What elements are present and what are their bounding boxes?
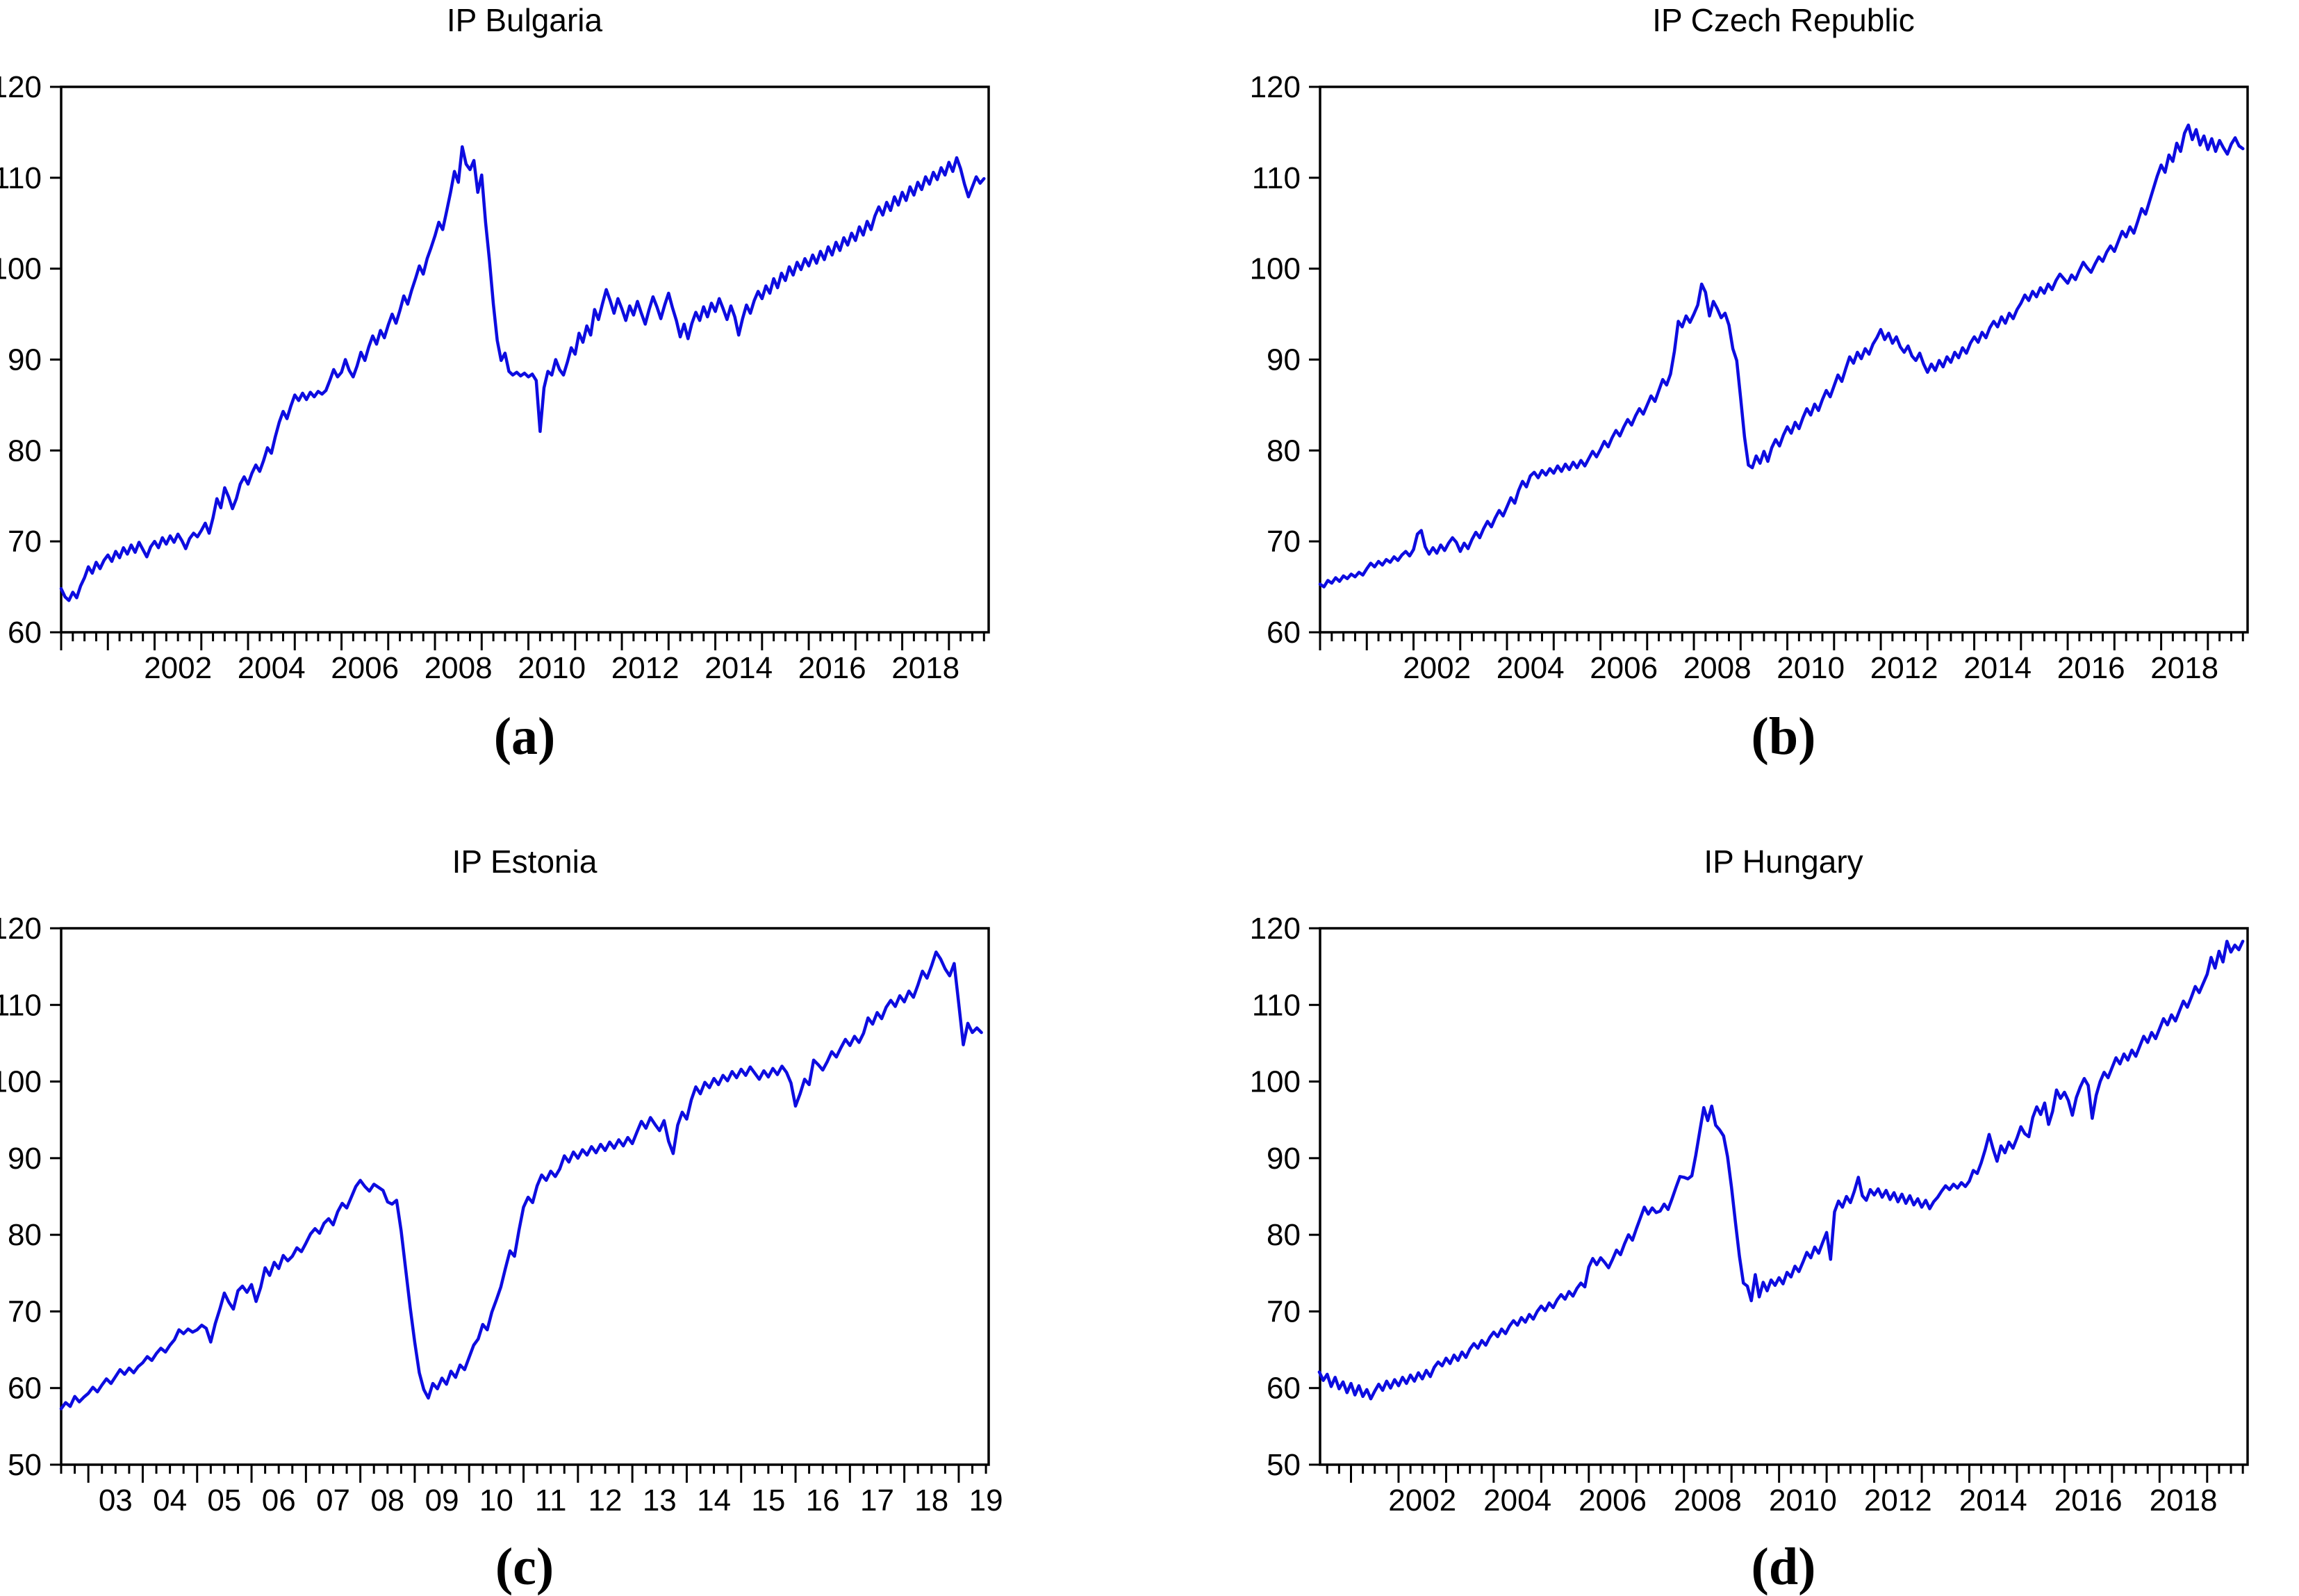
chart-panel-ip-czech-republic: IP Czech Republic 60 70 80 90 100 110 120 2002 2… (1250, 2, 2249, 766)
y-tick-label: 90 (1267, 343, 1301, 377)
y-tick-label: 90 (8, 343, 42, 377)
y-tick-label: 80 (1267, 434, 1301, 468)
series-line-czech-republic (1318, 123, 2245, 589)
x-tick-label: 08 (370, 1483, 404, 1517)
y-tick-label: 70 (8, 525, 42, 559)
x-tick-label: 18 (914, 1483, 948, 1517)
y-tick-label: 50 (1267, 1448, 1301, 1482)
x-tick-label: 11 (535, 1483, 567, 1517)
series-line-hungary (1317, 939, 2245, 1401)
y-tick-label: 80 (8, 434, 42, 468)
y-tick-label: 60 (8, 1372, 42, 1406)
y-tick-label: 60 (1267, 1372, 1301, 1406)
plot-area-estonia: 50 60 70 80 90 100 110 120 03 04 05 06 07 08 09 10 11 12 1… (0, 912, 1003, 1517)
x-tick-label: 2012 (611, 651, 679, 685)
chart-panel-ip-bulgaria: IP Bulgaria 60 70 80 90 100 110 120 2002 2004 200… (0, 2, 990, 766)
y-tick-label: 110 (1252, 988, 1301, 1022)
x-tick-label: 2016 (798, 651, 866, 685)
y-tick-label: 120 (0, 912, 42, 946)
y-tick-label: 60 (1267, 616, 1301, 650)
y-tick-label: 100 (0, 252, 42, 286)
x-tick-label: 2014 (704, 651, 773, 685)
x-tick-label: 14 (697, 1483, 731, 1517)
x-tick-label: 06 (262, 1483, 296, 1517)
plot-box (60, 927, 990, 1466)
y-tick-label: 90 (8, 1142, 42, 1176)
y-tick-label: 110 (0, 161, 42, 195)
chart-title-bulgaria: IP Bulgaria (447, 2, 603, 38)
x-tick-label: 2008 (1674, 1483, 1742, 1517)
x-tick-label: 2006 (331, 651, 399, 685)
y-tick-label: 100 (1250, 252, 1301, 286)
x-tick-label: 2014 (1963, 651, 2032, 685)
x-tick-label: 2002 (1388, 1483, 1456, 1517)
x-tick-label: 2008 (1683, 651, 1752, 685)
y-tick-label: 110 (0, 988, 42, 1022)
x-tick-label: 15 (751, 1483, 785, 1517)
y-tick-label: 90 (1267, 1142, 1301, 1176)
y-tick-label: 70 (1267, 525, 1301, 559)
x-tick-label: 13 (643, 1483, 677, 1517)
x-tick-label: 07 (316, 1483, 350, 1517)
x-tick-label: 2016 (2054, 1483, 2123, 1517)
x-tick-label: 2002 (1403, 651, 1471, 685)
x-tick-label: 2012 (1864, 1483, 1932, 1517)
series-line-estonia (59, 950, 983, 1410)
x-tick-label: 17 (860, 1483, 894, 1517)
series-line-bulgaria (59, 145, 986, 602)
chart-panel-ip-hungary: IP Hungary 50 60 70 80 90 100 110 120 2002 2004 20… (1250, 844, 2249, 1596)
x-tick-label: 09 (425, 1483, 459, 1517)
chart-title-czech: IP Czech Republic (1652, 2, 1915, 38)
x-tick-label: 2002 (144, 651, 212, 685)
plot-box (60, 85, 990, 634)
y-tick-label: 80 (1267, 1218, 1301, 1252)
y-tick-label: 70 (8, 1294, 42, 1328)
x-tick-label: 2018 (2150, 651, 2218, 685)
plot-area-hungary: 50 60 70 80 90 100 110 120 2002 2004 2006 2008 2010 2… (1250, 912, 2249, 1517)
x-tick-label: 2018 (2150, 1483, 2218, 1517)
panel-caption-b: (b) (1752, 707, 1816, 766)
x-tick-label: 05 (207, 1483, 241, 1517)
x-tick-label: 2004 (1483, 1483, 1551, 1517)
x-tick-label: 2010 (1777, 651, 1845, 685)
panel-caption-c: (c) (495, 1538, 554, 1596)
x-tick-label: 04 (153, 1483, 187, 1517)
y-tick-label: 50 (8, 1448, 42, 1482)
x-tick-label: 03 (99, 1483, 133, 1517)
x-tick-label: 19 (969, 1483, 1003, 1517)
y-tick-label: 100 (1250, 1065, 1301, 1099)
x-tick-label: 2018 (891, 651, 959, 685)
x-tick-label: 2006 (1579, 1483, 1647, 1517)
x-tick-label: 12 (588, 1483, 623, 1517)
x-tick-label: 2010 (1769, 1483, 1837, 1517)
plot-area-bulgaria: 60 70 80 90 100 110 120 2002 2004 2006 2008 2010 201… (0, 70, 990, 685)
panel-caption-d: (d) (1752, 1538, 1816, 1596)
y-tick-label: 110 (1252, 161, 1301, 195)
x-tick-label: 2006 (1590, 651, 1658, 685)
plot-area-czech: 60 70 80 90 100 110 120 2002 2004 2006 2008 2010 201… (1250, 70, 2249, 685)
y-tick-label: 100 (0, 1065, 42, 1099)
panel-caption-a: (a) (494, 707, 556, 766)
x-tick-label: 2014 (1959, 1483, 2027, 1517)
chart-title-hungary: IP Hungary (1704, 844, 1863, 880)
y-tick-label: 60 (8, 616, 42, 650)
y-tick-label: 80 (8, 1218, 42, 1252)
x-tick-label: 2004 (1497, 651, 1565, 685)
chart-panel-ip-estonia: IP Estonia 50 60 70 80 90 100 110 120 03 04 05 06 07… (0, 844, 1003, 1596)
plot-box (1319, 927, 2249, 1466)
y-tick-label: 120 (1250, 70, 1301, 104)
chart-title-estonia: IP Estonia (452, 844, 598, 880)
y-tick-label: 120 (0, 70, 42, 104)
x-tick-label: 10 (479, 1483, 513, 1517)
x-tick-label: 2008 (425, 651, 493, 685)
x-tick-label: 2004 (238, 651, 306, 685)
y-tick-label: 120 (1250, 912, 1301, 946)
x-tick-label: 16 (806, 1483, 840, 1517)
x-tick-label: 2010 (518, 651, 586, 685)
x-tick-label: 2016 (2057, 651, 2125, 685)
x-tick-label: 2012 (1870, 651, 1938, 685)
y-tick-label: 70 (1267, 1294, 1301, 1328)
